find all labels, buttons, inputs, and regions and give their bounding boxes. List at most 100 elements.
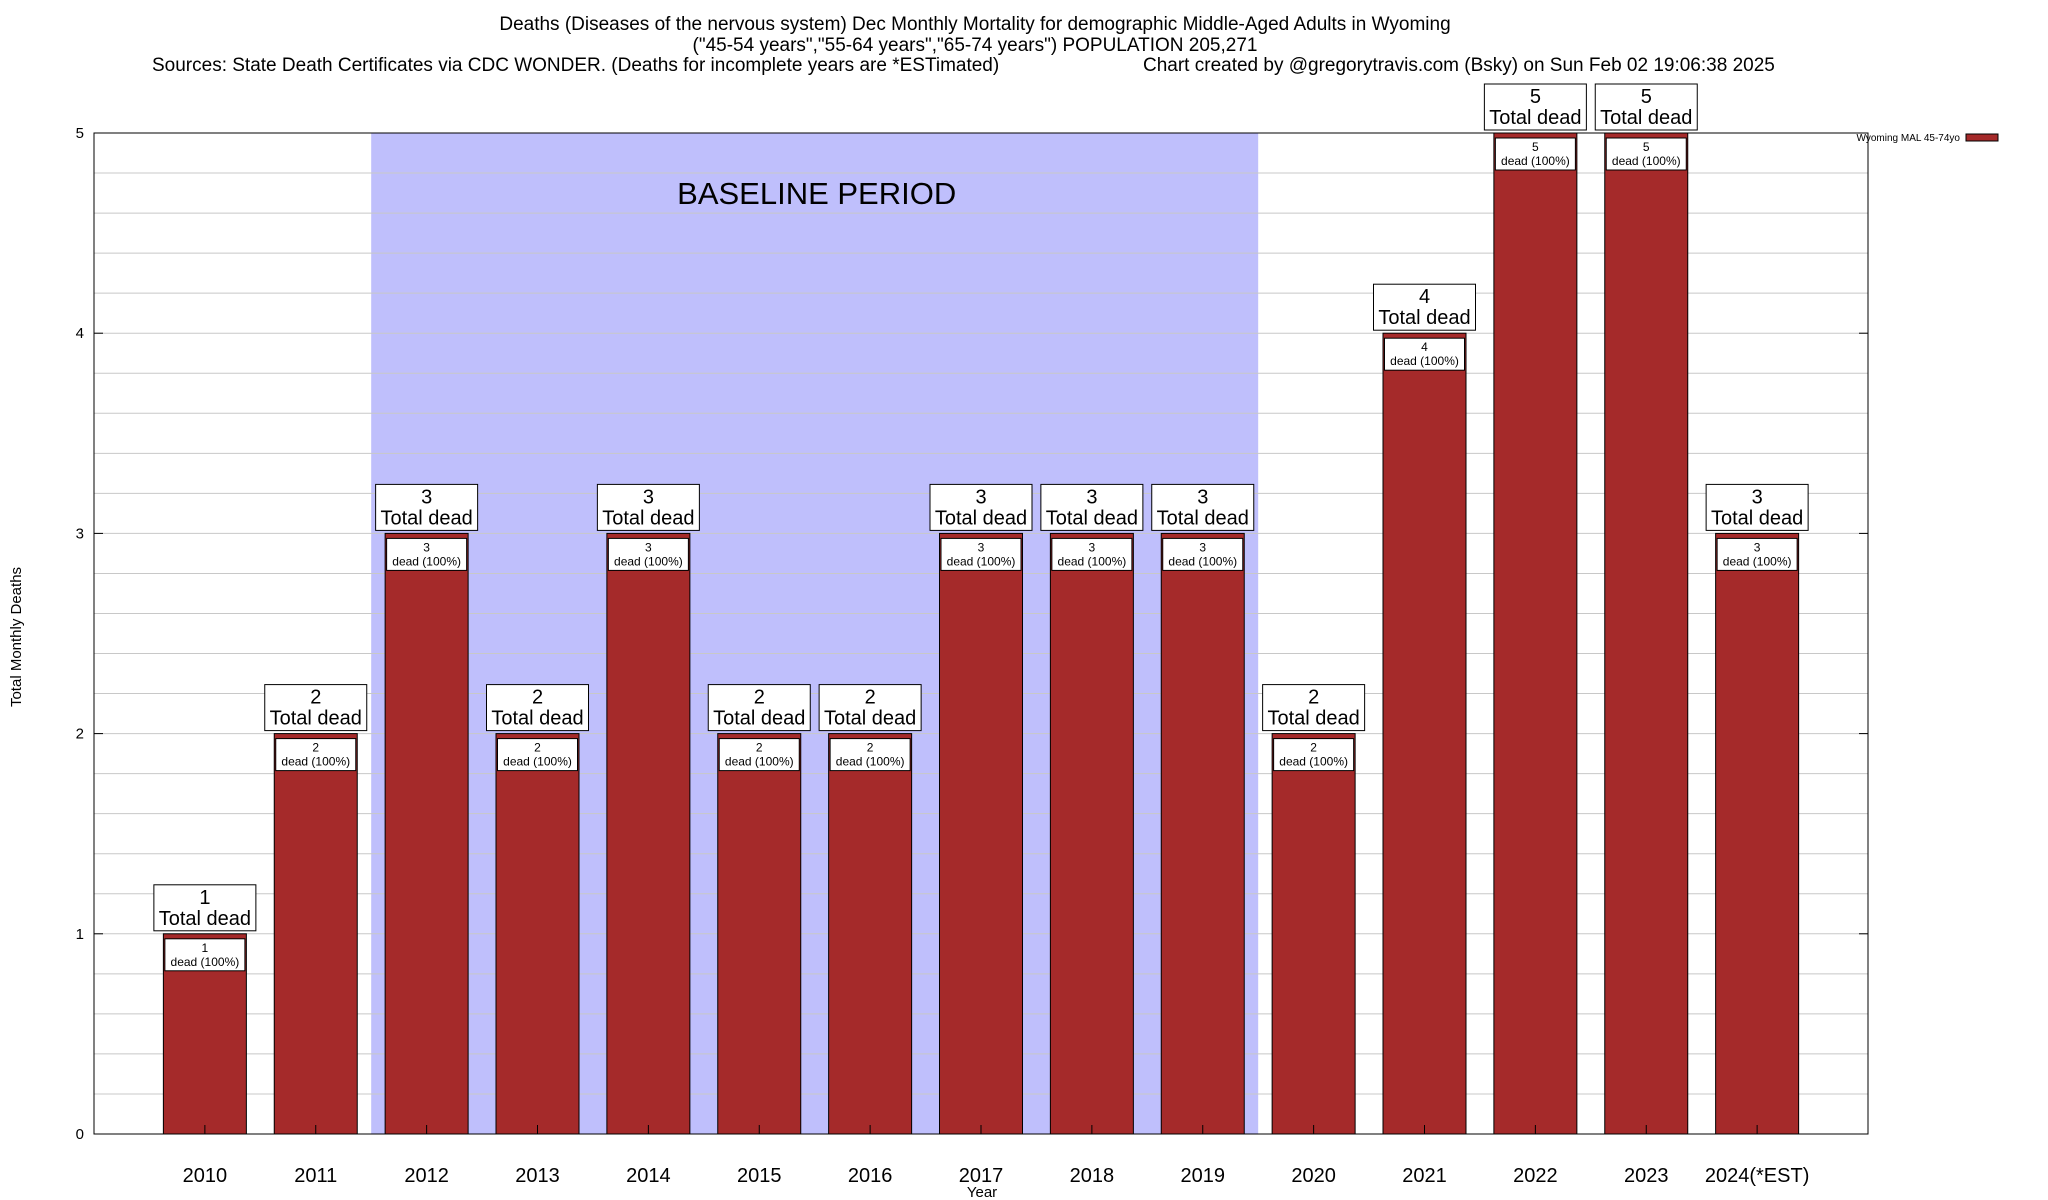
bar — [1715, 532, 1800, 1135]
bar — [1382, 332, 1467, 1135]
inner-label-value: 5 — [1532, 140, 1539, 154]
legend-label: Wyoming MAL 45-74yo — [1857, 133, 1961, 144]
x-tick-label: 2010 — [183, 1165, 228, 1187]
inner-label-value: 3 — [645, 540, 652, 554]
x-tick-label: 2021 — [1402, 1165, 1447, 1187]
x-tick-label: 2018 — [1070, 1165, 1115, 1187]
total-label-text: Total dead — [1157, 507, 1249, 529]
axis-layer: 0 1 2 3 4 5 2010 2011 2012 2013 2014 2015 2016 2017 20… — [76, 125, 1869, 1187]
chart-subtitle: ("45-54 years","55-64 years","65-74 year… — [693, 35, 1258, 56]
bar — [273, 733, 358, 1135]
inner-label-box — [1051, 537, 1133, 571]
inner-label-box — [829, 738, 911, 772]
total-label-box — [153, 884, 257, 932]
bar — [1049, 532, 1134, 1135]
total-label-text: Total dead — [713, 708, 805, 730]
inner-label-text: dead (100%) — [281, 755, 350, 769]
total-label-text: Total dead — [824, 708, 916, 730]
inner-label-text: dead (100%) — [1501, 154, 1570, 168]
inner-label-value: 2 — [1310, 741, 1317, 755]
bar — [1160, 532, 1245, 1135]
y-tick-label: 4 — [76, 325, 84, 342]
y-tick-label: 1 — [76, 926, 84, 943]
total-label-box — [1151, 483, 1255, 531]
inner-label-value: 3 — [1754, 540, 1761, 554]
total-label-box — [1040, 483, 1144, 531]
inner-label-box — [940, 537, 1022, 571]
inner-label-text: dead (100%) — [392, 554, 461, 568]
inner-label-box — [1162, 537, 1244, 571]
inner-label-value: 2 — [534, 741, 541, 755]
total-label-value: 5 — [1641, 86, 1652, 108]
inner-label-box — [1716, 537, 1798, 571]
bar — [495, 733, 580, 1135]
total-label-value: 2 — [754, 687, 765, 709]
bar — [606, 532, 691, 1135]
bar — [1493, 132, 1578, 1135]
total-label-text: Total dead — [491, 708, 583, 730]
total-label-value: 2 — [532, 687, 543, 709]
total-label-text: Total dead — [602, 507, 694, 529]
inner-label-value: 2 — [756, 741, 763, 755]
inner-label-box — [607, 537, 689, 571]
total-label-box — [1373, 283, 1476, 331]
total-label-box — [1705, 483, 1809, 531]
x-tick-label: 2012 — [404, 1165, 449, 1187]
inner-label-text: dead (100%) — [1279, 755, 1348, 769]
bar — [384, 532, 469, 1135]
inner-label-text: dead (100%) — [725, 755, 794, 769]
total-label-value: 1 — [199, 887, 210, 909]
inner-label-text: dead (100%) — [1058, 554, 1127, 568]
inner-label-text: dead (100%) — [1390, 354, 1459, 368]
legend: Wyoming MAL 45-74yo — [1857, 133, 1999, 144]
inner-label-text: dead (100%) — [1168, 554, 1237, 568]
total-label-text: Total dead — [1378, 307, 1470, 329]
total-label-text: Total dead — [1600, 107, 1692, 129]
x-axis-label: Year — [967, 1184, 997, 1200]
chart-sources: Sources: State Death Certificates via CD… — [152, 55, 999, 76]
total-label-box — [1594, 83, 1698, 131]
total-label-box — [707, 684, 811, 732]
inner-label-box — [497, 738, 578, 772]
inner-label-box — [386, 537, 468, 571]
x-tick-label: 2019 — [1181, 1165, 1226, 1187]
total-label-text: Total dead — [1267, 708, 1359, 730]
legend-swatch — [1965, 133, 1999, 142]
total-label-box — [1483, 83, 1587, 131]
total-label-value: 3 — [643, 486, 654, 508]
inner-label-text: dead (100%) — [836, 755, 905, 769]
x-tick-label: 2014 — [626, 1165, 671, 1187]
x-tick-label: 2024(*EST) — [1705, 1165, 1810, 1187]
total-label-box — [486, 684, 589, 732]
total-label-value: 2 — [310, 687, 321, 709]
bar — [1271, 733, 1356, 1135]
y-tick-label: 2 — [76, 726, 84, 743]
y-tick-label: 5 — [76, 125, 84, 142]
bar — [717, 733, 802, 1135]
inner-label-value: 4 — [1421, 340, 1428, 354]
total-label-value: 5 — [1530, 86, 1541, 108]
total-label-text: Total dead — [935, 507, 1027, 529]
x-tick-label: 2011 — [294, 1165, 337, 1187]
inner-label-text: dead (100%) — [503, 755, 572, 769]
total-label-box — [264, 684, 368, 732]
inner-label-value: 3 — [1089, 540, 1096, 554]
total-label-text: Total dead — [1489, 107, 1581, 129]
y-tick-label: 0 — [76, 1126, 84, 1143]
total-label-box — [375, 483, 479, 531]
x-tick-label: 2020 — [1291, 1165, 1336, 1187]
inner-label-value: 1 — [202, 941, 209, 955]
x-tick-label: 2013 — [515, 1165, 560, 1187]
total-label-box — [1262, 684, 1366, 732]
inner-label-box — [275, 738, 357, 772]
inner-label-box — [718, 738, 800, 772]
x-tick-label: 2017 — [959, 1165, 1004, 1187]
total-label-value: 2 — [1308, 687, 1319, 709]
total-label-text: Total dead — [380, 507, 472, 529]
total-label-text: Total dead — [1046, 507, 1138, 529]
x-tick-label: 2016 — [848, 1165, 893, 1187]
bar — [1604, 132, 1689, 1135]
total-label-value: 2 — [865, 687, 876, 709]
inner-label-text: dead (100%) — [947, 554, 1016, 568]
